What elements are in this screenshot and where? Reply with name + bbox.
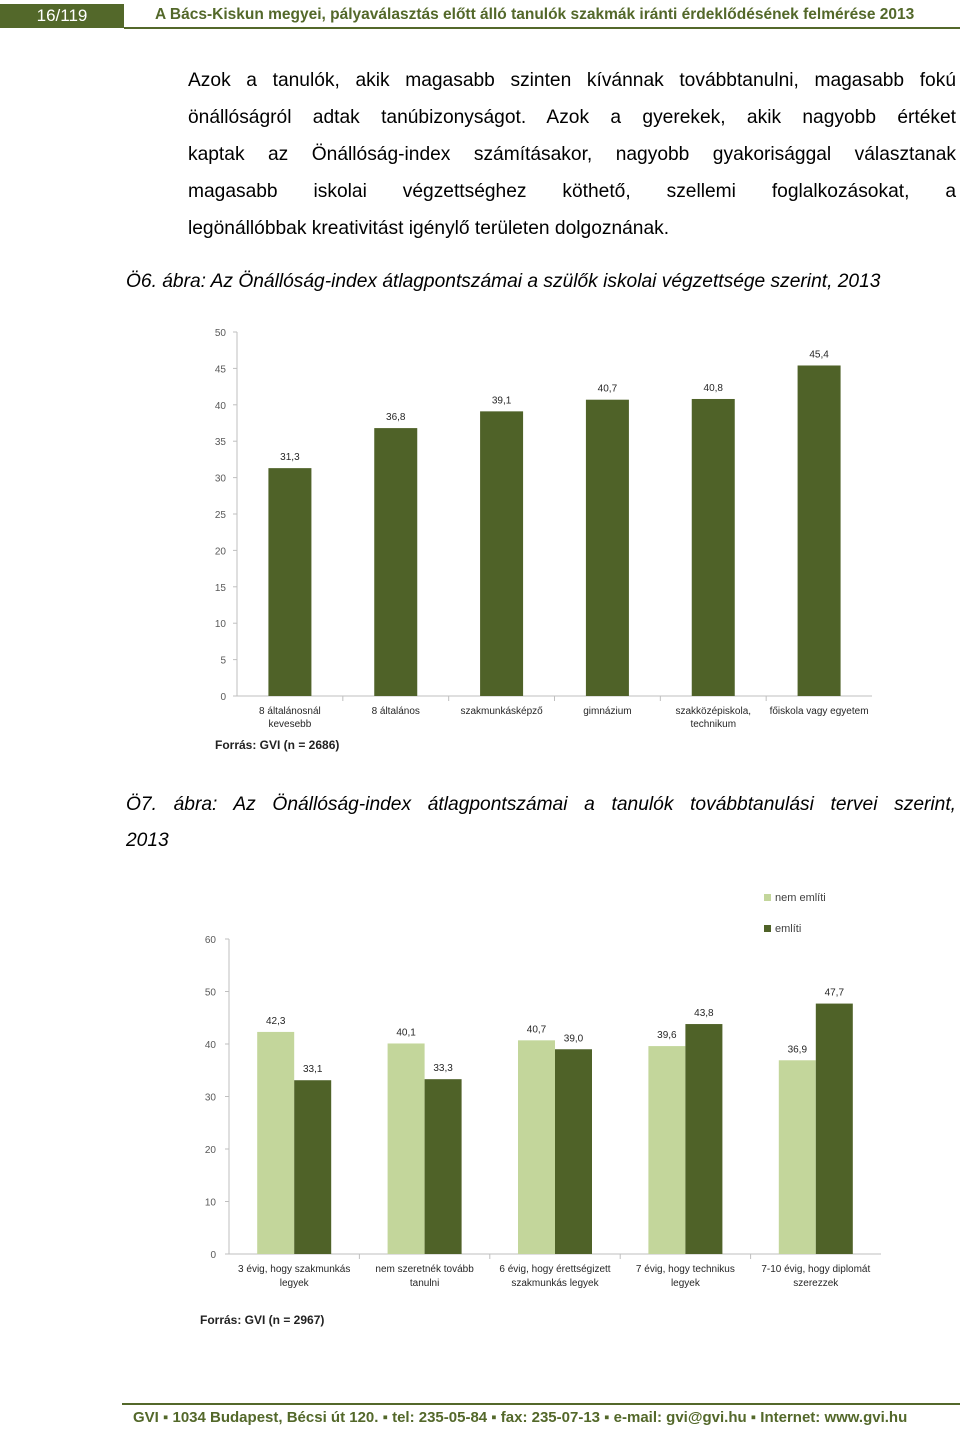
category-label: nem szeretnék tovább bbox=[375, 1264, 474, 1275]
bar-nem-emliti bbox=[387, 1043, 425, 1254]
data-label: 40,1 bbox=[396, 1027, 416, 1038]
data-label: 36,8 bbox=[386, 412, 406, 423]
bar bbox=[797, 365, 841, 696]
caption-line: 2013 bbox=[126, 830, 169, 851]
data-label: 39,6 bbox=[657, 1030, 677, 1041]
figure7-caption: Ö7. ábra: Az Önállóság-index átlagpontsz… bbox=[126, 787, 956, 859]
data-label: 39,0 bbox=[564, 1033, 584, 1044]
y-tick-label: 10 bbox=[215, 619, 227, 630]
y-tick-label: 40 bbox=[215, 401, 227, 412]
data-label: 40,8 bbox=[704, 383, 724, 394]
category-label: szakközépiskola, bbox=[675, 706, 751, 717]
bar bbox=[480, 411, 524, 696]
category-label: szakmunkásképző bbox=[460, 706, 543, 717]
figure7-source: Forrás: GVI (n = 2967) bbox=[200, 1313, 325, 1327]
y-tick-label: 40 bbox=[205, 1040, 217, 1051]
y-tick-label: 10 bbox=[205, 1198, 217, 1209]
y-tick-label: 50 bbox=[215, 328, 227, 339]
category-label: tanulni bbox=[410, 1278, 439, 1289]
bar-emliti bbox=[555, 1049, 592, 1254]
footer-rule bbox=[122, 1403, 960, 1405]
category-label: 7-10 évig, hogy diplomát bbox=[761, 1264, 870, 1275]
category-label: legyek bbox=[671, 1278, 701, 1289]
bar-emliti bbox=[294, 1080, 332, 1254]
data-label: 47,7 bbox=[825, 988, 845, 999]
paragraph-line: magasabb iskolai végzettséghez köthető, … bbox=[188, 181, 956, 202]
bar-nem-emliti bbox=[648, 1046, 686, 1254]
category-label: 7 évig, hogy technikus bbox=[636, 1264, 735, 1275]
category-label: 8 általánosnál bbox=[259, 706, 321, 717]
category-label: gimnázium bbox=[583, 706, 631, 717]
data-label: 43,8 bbox=[694, 1008, 714, 1019]
category-label: 3 évig, hogy szakmunkás bbox=[238, 1264, 350, 1275]
data-label: 40,7 bbox=[598, 384, 618, 395]
legend-label: nem említi bbox=[775, 892, 826, 904]
legend-swatch bbox=[764, 894, 771, 901]
bar bbox=[691, 398, 735, 696]
page-header: 16/119 A Bács-Kiskun megyei, pályaválasz… bbox=[0, 0, 960, 30]
category-label: legyek bbox=[280, 1278, 310, 1289]
bar bbox=[268, 468, 312, 696]
figure6-source: Forrás: GVI (n = 2686) bbox=[215, 738, 340, 752]
figure6-chart: 0 5 10 15 20 25 30 35 40 45 50 31,3 8 általánosnál ke… bbox=[215, 328, 872, 730]
category-label: szerezzek bbox=[793, 1278, 839, 1289]
bar-emliti bbox=[424, 1079, 462, 1254]
bar-nem-emliti bbox=[257, 1031, 295, 1254]
category-label: technikum bbox=[690, 719, 736, 730]
bar-emliti bbox=[815, 1003, 853, 1254]
y-tick-label: 30 bbox=[205, 1093, 217, 1104]
legend-swatch bbox=[764, 925, 771, 932]
data-label: 31,3 bbox=[280, 452, 300, 463]
y-tick-label: 5 bbox=[220, 656, 226, 667]
legend-label: említi bbox=[775, 923, 801, 935]
y-tick-label: 0 bbox=[220, 692, 226, 703]
page-number: 16/119 bbox=[0, 4, 124, 28]
y-tick-label: 20 bbox=[215, 546, 227, 557]
figure6-caption: Ö6. ábra: Az Önállóság-index átlagpontsz… bbox=[126, 271, 881, 292]
y-tick-label: 0 bbox=[210, 1250, 216, 1261]
data-label: 33,3 bbox=[433, 1063, 453, 1074]
bar-nem-emliti bbox=[518, 1040, 555, 1254]
y-tick-label: 60 bbox=[205, 935, 217, 946]
bar-nem-emliti bbox=[778, 1060, 816, 1254]
header-title: A Bács-Kiskun megyei, pályaválasztás elő… bbox=[155, 6, 915, 23]
paragraph-line: legönállóbbak kreativitást igénylő terül… bbox=[188, 218, 670, 239]
data-label: 45,4 bbox=[809, 349, 829, 360]
paragraph-line: kaptak az Önállóság-index számításakor, … bbox=[188, 144, 956, 165]
category-label: 6 évig, hogy érettségizett bbox=[499, 1264, 610, 1275]
data-label: 33,1 bbox=[303, 1064, 323, 1075]
header-rule bbox=[124, 27, 960, 29]
category-label: 8 általános bbox=[372, 706, 420, 717]
paragraph-line: önállóságról adtak tanúbizonyságot. Azok… bbox=[188, 107, 956, 128]
data-label: 39,1 bbox=[492, 395, 512, 406]
bar bbox=[374, 428, 418, 696]
caption-line: Ö7. ábra: Az Önállóság-index átlagpontsz… bbox=[126, 794, 956, 815]
y-tick-label: 50 bbox=[205, 988, 217, 999]
body-paragraph: Azok a tanulók, akik magasabb szinten kí… bbox=[188, 62, 956, 247]
page-footer: GVI ▪ 1034 Budapest, Bécsi út 120. ▪ tel… bbox=[133, 1409, 908, 1426]
category-label: szakmunkás legyek bbox=[511, 1278, 599, 1289]
y-tick-label: 45 bbox=[215, 364, 227, 375]
bar-emliti bbox=[685, 1024, 723, 1254]
category-label: kevesebb bbox=[269, 719, 312, 730]
y-tick-label: 30 bbox=[215, 474, 227, 485]
data-label: 36,9 bbox=[788, 1044, 808, 1055]
y-tick-label: 35 bbox=[215, 437, 227, 448]
figure7-chart: 0 10 20 30 40 50 60 42,3 33,1 3 évig, hogy szakmu… bbox=[205, 892, 881, 1289]
y-tick-label: 25 bbox=[215, 510, 227, 521]
y-tick-label: 20 bbox=[205, 1145, 217, 1156]
category-label: főiskola vagy egyetem bbox=[770, 706, 869, 717]
data-label: 40,7 bbox=[527, 1024, 547, 1035]
bar bbox=[585, 399, 629, 696]
paragraph-line: Azok a tanulók, akik magasabb szinten kí… bbox=[188, 70, 956, 91]
data-label: 42,3 bbox=[266, 1016, 286, 1027]
y-tick-label: 15 bbox=[215, 583, 227, 594]
